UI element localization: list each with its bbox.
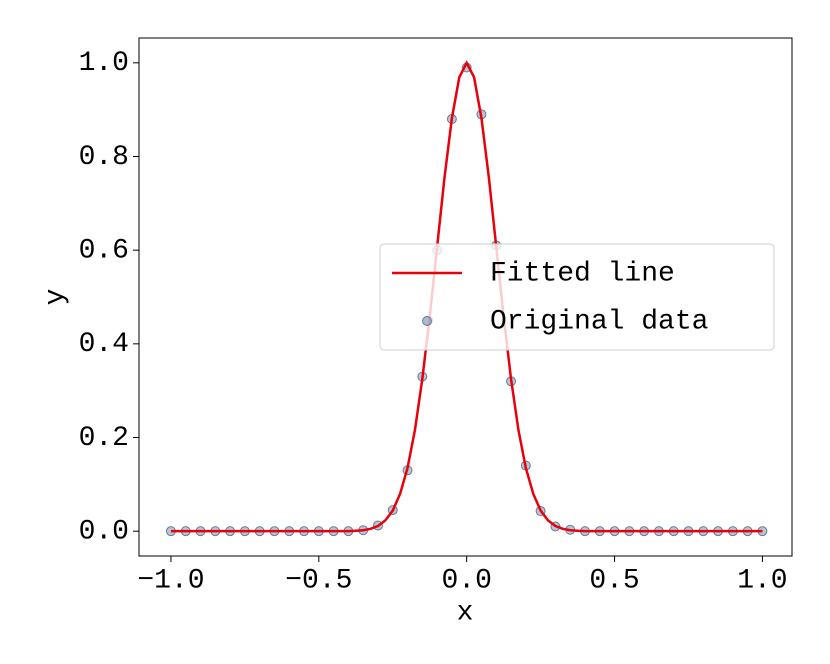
x-tick-label: 1.0 [737, 565, 787, 596]
x-tick-label: −1.0 [137, 565, 204, 596]
x-tick-label: 0.0 [441, 565, 491, 596]
fitted-line [170, 60, 763, 533]
y-axis-label: y [40, 289, 71, 306]
plot-frame [138, 37, 793, 557]
y-tick-label: 0.4 [79, 329, 129, 360]
legend-marker [422, 316, 432, 326]
y-tick-label: 0.2 [79, 423, 129, 454]
y-tick-label: 0.8 [79, 142, 129, 173]
legend-label: Original data [490, 306, 708, 337]
x-axis-label: x [457, 597, 474, 628]
legend-label: Fitted line [490, 258, 675, 289]
y-tick-label: 0.6 [79, 236, 129, 267]
y-tick-label: 0.0 [79, 517, 129, 548]
legend-box [379, 243, 775, 351]
x-tick-label: 0.5 [589, 565, 639, 596]
y-tick-label: 1.0 [79, 48, 129, 79]
x-tick-label: −0.5 [285, 565, 352, 596]
